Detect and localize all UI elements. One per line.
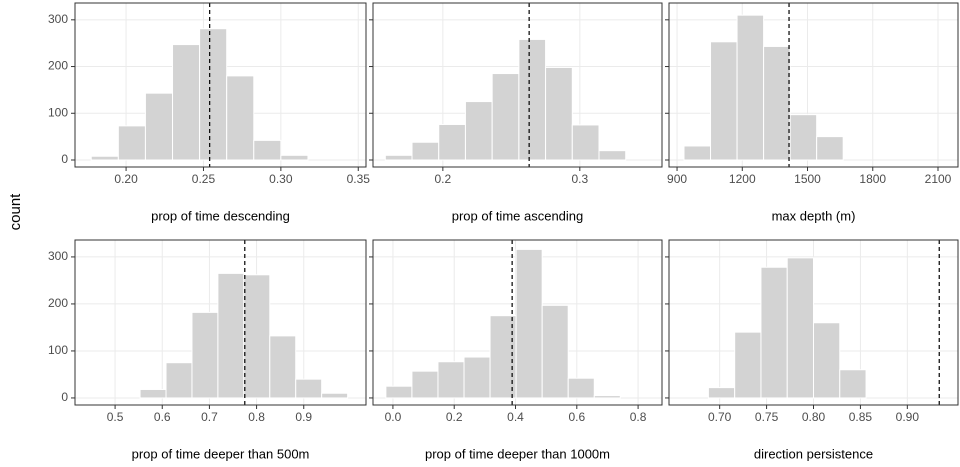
bar [593, 395, 621, 399]
bar [789, 114, 818, 161]
bar [437, 361, 465, 399]
bar [760, 266, 788, 399]
x-tick-label: 0.8 [248, 410, 265, 424]
y-tick-label: 200 [48, 296, 68, 310]
bar [117, 125, 146, 161]
x-tick-label: 0.90 [896, 410, 920, 424]
x-tick-label: 0.5 [107, 410, 124, 424]
bar [816, 136, 844, 161]
bar [385, 385, 413, 399]
x-tick-label: 0.30 [269, 172, 293, 186]
y-axis-label: count [7, 193, 24, 231]
bar [541, 304, 569, 399]
x-axis-label: max depth (m) [772, 208, 856, 223]
x-axis-label: prop of time ascending [452, 208, 584, 223]
bar [384, 154, 413, 161]
bar [199, 28, 228, 161]
bar [489, 315, 517, 399]
x-tick-label: 0.2 [446, 410, 463, 424]
y-tick-label: 0 [61, 390, 68, 404]
bar [321, 392, 349, 399]
bar [226, 75, 255, 161]
bar [710, 41, 738, 161]
bar [734, 331, 762, 399]
x-tick-label: 2100 [925, 172, 952, 186]
bar [139, 388, 167, 399]
bar [567, 377, 595, 399]
y-tick-label: 300 [48, 249, 68, 263]
x-tick-label: 0.6 [568, 410, 585, 424]
x-tick-label: 0.70 [708, 410, 732, 424]
x-axis-label: prop of time descending [151, 208, 290, 223]
bar [463, 356, 491, 399]
panel-border [668, 239, 959, 406]
panel-border [668, 2, 959, 168]
panel-border [372, 2, 663, 168]
bar [464, 101, 493, 161]
bar [269, 335, 297, 399]
bar [545, 66, 573, 161]
y-tick-label: 0 [61, 152, 68, 166]
x-tick-label: 0.4 [507, 410, 524, 424]
bar [786, 257, 815, 399]
bar [243, 274, 271, 399]
x-tick-label: 0.3 [571, 172, 588, 186]
x-tick-label: 0.8 [630, 410, 647, 424]
x-tick-label: 0.9 [295, 410, 312, 424]
bar [515, 248, 543, 399]
panel-border [74, 2, 367, 168]
x-tick-label: 0.35 [347, 172, 371, 186]
bar [295, 378, 323, 399]
bar [736, 14, 765, 161]
bar [813, 322, 841, 399]
x-tick-label: 1500 [794, 172, 821, 186]
x-tick-label: 0.20 [114, 172, 138, 186]
x-tick-label: 0.25 [192, 172, 216, 186]
x-tick-label: 0.75 [755, 410, 779, 424]
panel-border [74, 239, 367, 406]
x-tick-label: 0.7 [201, 410, 218, 424]
bar [839, 369, 867, 399]
bar [253, 139, 282, 161]
bar [683, 145, 712, 161]
x-tick-label: 0.6 [154, 410, 171, 424]
bar [411, 370, 439, 399]
bar [763, 45, 791, 161]
x-tick-label: 0.2 [435, 172, 452, 186]
bar [411, 141, 440, 161]
x-tick-label: 1200 [729, 172, 756, 186]
bar [172, 44, 201, 161]
x-tick-label: 1800 [859, 172, 886, 186]
bar [707, 387, 736, 399]
y-tick-label: 100 [48, 343, 68, 357]
x-axis-label: prop of time deeper than 1000m [425, 446, 610, 461]
bar [491, 73, 520, 161]
x-tick-label: 0.0 [385, 410, 402, 424]
bar [90, 155, 119, 161]
bar [438, 123, 466, 161]
bar [571, 124, 600, 161]
panel-border [372, 239, 663, 406]
bar [165, 362, 193, 399]
x-tick-label: 0.85 [849, 410, 873, 424]
x-tick-label: 0.80 [802, 410, 826, 424]
bar [144, 92, 174, 161]
bar [217, 272, 245, 399]
bar [598, 150, 627, 161]
x-tick-label: 900 [667, 172, 687, 186]
y-tick-label: 100 [48, 105, 68, 119]
x-axis-label: prop of time deeper than 500m [132, 446, 310, 461]
y-tick-label: 300 [48, 12, 68, 26]
y-tick-label: 200 [48, 59, 68, 73]
x-axis-label: direction persistence [754, 446, 873, 461]
bar [280, 154, 309, 161]
bar [191, 311, 219, 399]
bar [518, 38, 547, 161]
